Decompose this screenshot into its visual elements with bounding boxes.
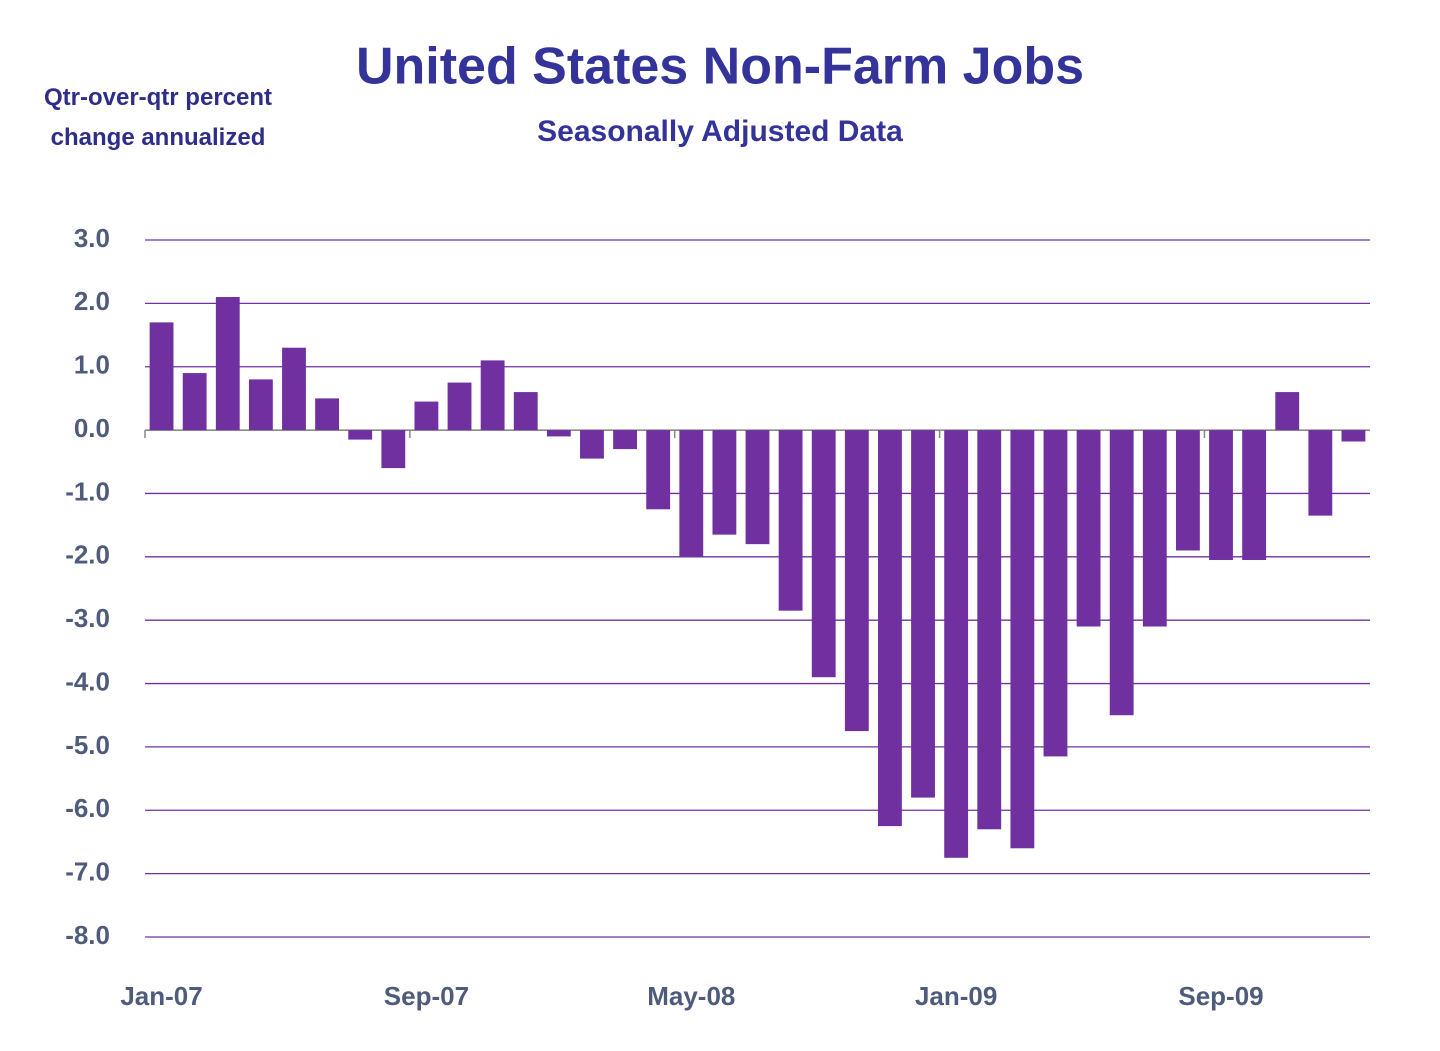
y-axis-label: Qtr-over-qtr percent change annualized bbox=[43, 84, 273, 151]
y-tick-label: -7.0 bbox=[65, 857, 110, 887]
y-tick-label: -6.0 bbox=[65, 793, 110, 823]
bar bbox=[1109, 430, 1134, 716]
x-tick-label: Sep-07 bbox=[384, 981, 469, 1011]
bar bbox=[282, 347, 306, 431]
bar bbox=[480, 360, 505, 431]
bar bbox=[1209, 430, 1233, 560]
bar bbox=[414, 401, 439, 431]
bar bbox=[679, 430, 704, 557]
y-tick-label: -5.0 bbox=[65, 730, 110, 760]
y-tick-label: 1.0 bbox=[74, 350, 110, 380]
bar bbox=[248, 379, 273, 431]
bar bbox=[1308, 430, 1333, 516]
bar bbox=[1043, 430, 1068, 757]
y-tick-label: -8.0 bbox=[65, 920, 110, 950]
bar bbox=[348, 430, 373, 440]
x-tick-label: Jan-07 bbox=[120, 981, 202, 1011]
bar bbox=[546, 430, 571, 437]
y-tick-label: -1.0 bbox=[65, 476, 110, 506]
bar bbox=[447, 382, 472, 431]
y-tick-label: -2.0 bbox=[65, 540, 110, 570]
y-tick-label: 3.0 bbox=[74, 223, 110, 253]
bar bbox=[1010, 430, 1035, 849]
bar bbox=[613, 430, 637, 450]
bar bbox=[1275, 392, 1300, 431]
x-tick-label: Jan-09 bbox=[915, 981, 997, 1011]
bar bbox=[646, 430, 671, 510]
bar bbox=[149, 322, 174, 431]
y-tick-label: -3.0 bbox=[65, 603, 110, 633]
bar bbox=[1175, 430, 1200, 551]
bar bbox=[1076, 430, 1101, 627]
bar bbox=[878, 430, 902, 827]
bar bbox=[215, 297, 240, 431]
x-tick-label: May-08 bbox=[647, 981, 735, 1011]
bar bbox=[811, 430, 836, 678]
y-tick-label: 0.0 bbox=[74, 413, 110, 443]
x-tick-label: Sep-09 bbox=[1178, 981, 1263, 1011]
bar bbox=[513, 392, 538, 431]
bar bbox=[911, 430, 935, 798]
y-tick-label: -4.0 bbox=[65, 666, 110, 696]
bar bbox=[381, 430, 406, 469]
y-tick-label: 2.0 bbox=[74, 286, 110, 316]
bar bbox=[182, 373, 207, 431]
bar bbox=[844, 430, 869, 732]
bar bbox=[977, 430, 1002, 830]
bar bbox=[944, 430, 969, 858]
bar bbox=[778, 430, 803, 611]
bar bbox=[745, 430, 770, 545]
bar bbox=[1142, 430, 1167, 627]
bar bbox=[315, 398, 340, 431]
bar bbox=[580, 430, 604, 459]
chart-subtitle: Seasonally Adjusted Data bbox=[537, 115, 903, 148]
bar bbox=[1341, 430, 1366, 442]
chart-title: United States Non-Farm Jobs bbox=[356, 38, 1084, 96]
bar bbox=[712, 430, 737, 535]
bar bbox=[1242, 430, 1267, 560]
